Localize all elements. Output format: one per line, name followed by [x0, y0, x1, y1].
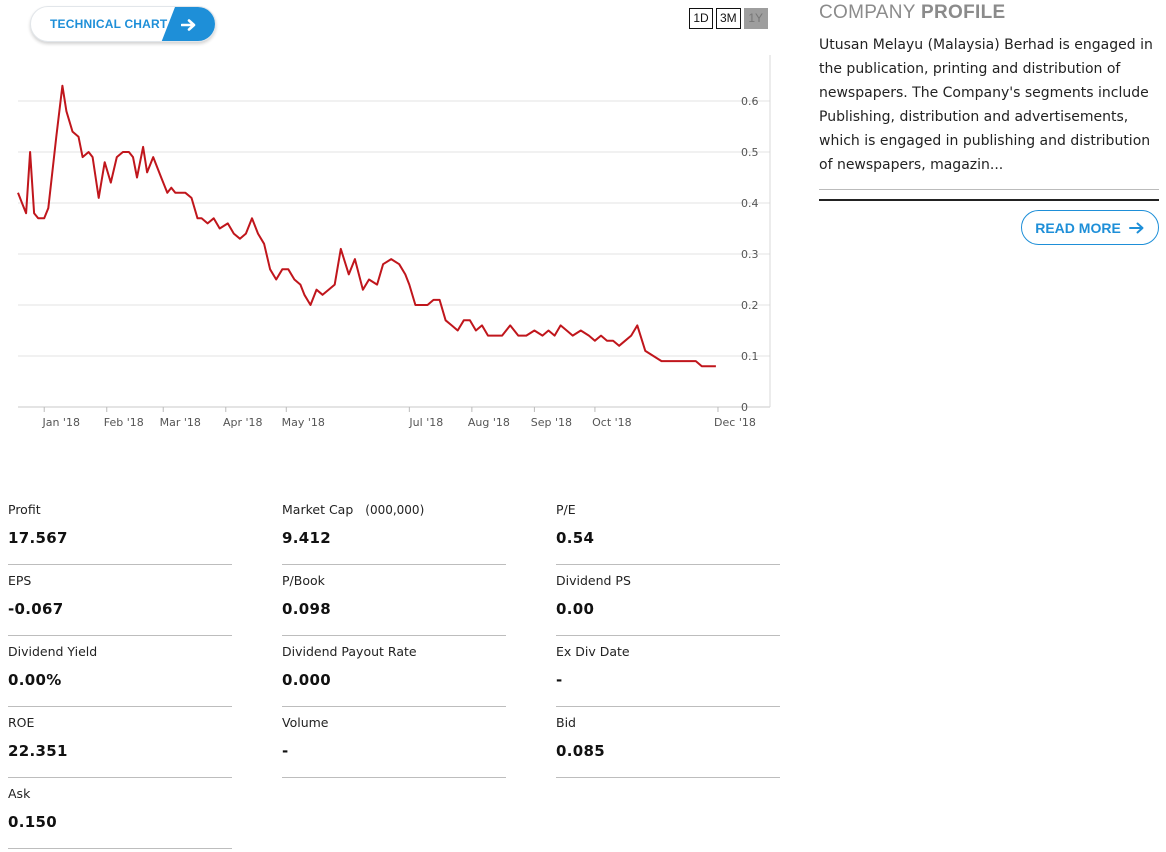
- stat-label: Dividend Yield: [8, 644, 98, 659]
- stat-label: Profit: [8, 502, 41, 517]
- stat-value: 0.00: [556, 600, 595, 618]
- stat-label: P/E: [556, 502, 576, 517]
- stat-roe: ROE 22.351: [8, 707, 232, 778]
- stat-profit: Profit 17.567: [8, 494, 232, 565]
- company-profile: COMPANY PROFILE Utusan Melayu (Malaysia)…: [819, 0, 1159, 245]
- stat-value: 0.085: [556, 742, 605, 760]
- x-tick-label: Jul '18: [408, 416, 443, 429]
- stat-label: Volume: [282, 715, 329, 730]
- stat-value: 0.54: [556, 529, 595, 547]
- y-tick-label: 0: [741, 401, 748, 414]
- profile-title: COMPANY PROFILE: [819, 2, 1159, 24]
- y-axis: 0 0.1 0.2 0.3 0.4 0.5 0.6: [741, 95, 759, 414]
- stat-volume: Volume -: [282, 707, 506, 778]
- technical-chart-button[interactable]: TECHNICAL CHART: [30, 6, 216, 42]
- stat-value: -0.067: [8, 600, 64, 618]
- x-tick-label: Apr '18: [223, 416, 263, 429]
- stat-label: EPS: [8, 573, 32, 588]
- x-tick-label: Dec '18: [714, 416, 756, 429]
- x-tick-label: Oct '18: [592, 416, 632, 429]
- read-more-button[interactable]: READ MORE: [1021, 210, 1159, 245]
- price-chart: 0 0.1 0.2 0.3 0.4 0.5 0.6 Jan '18 Feb '18 Mar '1…: [17, 55, 771, 429]
- profile-title-bold: PROFILE: [921, 2, 1006, 23]
- range-button-1y[interactable]: 1Y: [743, 8, 768, 29]
- arrow-right-icon: [1128, 222, 1144, 233]
- price-series: [17, 84, 716, 368]
- stat-value: -: [282, 742, 289, 760]
- technical-chart-arrow: [161, 7, 215, 41]
- stat-market-cap: Market Cap (000,000) 9.412: [282, 494, 506, 565]
- price-line: [17, 84, 716, 368]
- stat-dividend-ps: Dividend PS 0.00: [556, 565, 780, 636]
- stat-ex-div-date: Ex Div Date -: [556, 636, 780, 707]
- stat-value: 17.567: [8, 529, 68, 547]
- stat-label: P/Book: [282, 573, 325, 588]
- range-button-1d[interactable]: 1D: [689, 8, 713, 29]
- stat-value: 0.150: [8, 813, 57, 831]
- x-tick-label: May '18: [282, 416, 325, 429]
- stat-label: Bid: [556, 715, 576, 730]
- technical-chart-label: TECHNICAL CHART: [50, 17, 168, 31]
- stat-value: -: [556, 671, 563, 689]
- stats-grid: Profit 17.567 Market Cap (000,000) 9.412 …: [8, 494, 780, 849]
- x-tick-label: Feb '18: [104, 416, 144, 429]
- arrow-right-icon: [181, 19, 196, 31]
- y-tick-label: 0.6: [741, 95, 759, 108]
- y-tick-label: 0.3: [741, 248, 759, 261]
- stat-value: 0.098: [282, 600, 331, 618]
- profile-divider-thick: [819, 199, 1159, 201]
- stat-value: 0.00%: [8, 671, 62, 689]
- y-tick-label: 0.1: [741, 350, 759, 363]
- x-tick-label: Jan '18: [41, 416, 79, 429]
- stat-label: Dividend Payout Rate: [282, 644, 417, 659]
- stat-pe: P/E 0.54: [556, 494, 780, 565]
- stat-eps: EPS -0.067: [8, 565, 232, 636]
- stat-label: Market Cap (000,000): [282, 502, 506, 517]
- stat-label: Dividend PS: [556, 573, 631, 588]
- stat-p-book: P/Book 0.098: [282, 565, 506, 636]
- stat-dividend-payout-rate: Dividend Payout Rate 0.000: [282, 636, 506, 707]
- x-tick-label: Mar '18: [160, 416, 201, 429]
- x-tick-label: Sep '18: [531, 416, 572, 429]
- y-tick-label: 0.5: [741, 146, 759, 159]
- chart-grid: [18, 55, 771, 408]
- stat-value: 0.000: [282, 671, 331, 689]
- stat-unit: (000,000): [365, 503, 425, 517]
- profile-description: Utusan Melayu (Malaysia) Berhad is engag…: [819, 37, 1153, 173]
- range-button-3m[interactable]: 3M: [716, 8, 741, 29]
- stat-label: Ask: [8, 786, 31, 801]
- read-more-label: READ MORE: [1035, 219, 1121, 236]
- stat-label-text: Market Cap: [282, 502, 354, 517]
- profile-divider: [819, 189, 1159, 190]
- stat-label: ROE: [8, 715, 35, 730]
- stat-bid: Bid 0.085: [556, 707, 780, 778]
- x-tick-label: Aug '18: [468, 416, 510, 429]
- profile-title-light: COMPANY: [819, 2, 916, 23]
- stat-value: 9.412: [282, 529, 331, 547]
- stat-ask: Ask 0.150: [8, 778, 232, 849]
- stat-label: Ex Div Date: [556, 644, 630, 659]
- y-tick-label: 0.4: [741, 197, 759, 210]
- y-tick-label: 0.2: [741, 299, 759, 312]
- stat-dividend-yield: Dividend Yield 0.00%: [8, 636, 232, 707]
- stat-value: 22.351: [8, 742, 68, 760]
- range-selector: 1D 3M 1Y: [689, 8, 768, 29]
- x-axis: Jan '18 Feb '18 Mar '18 Apr '18 May '18 Jul '…: [41, 407, 756, 429]
